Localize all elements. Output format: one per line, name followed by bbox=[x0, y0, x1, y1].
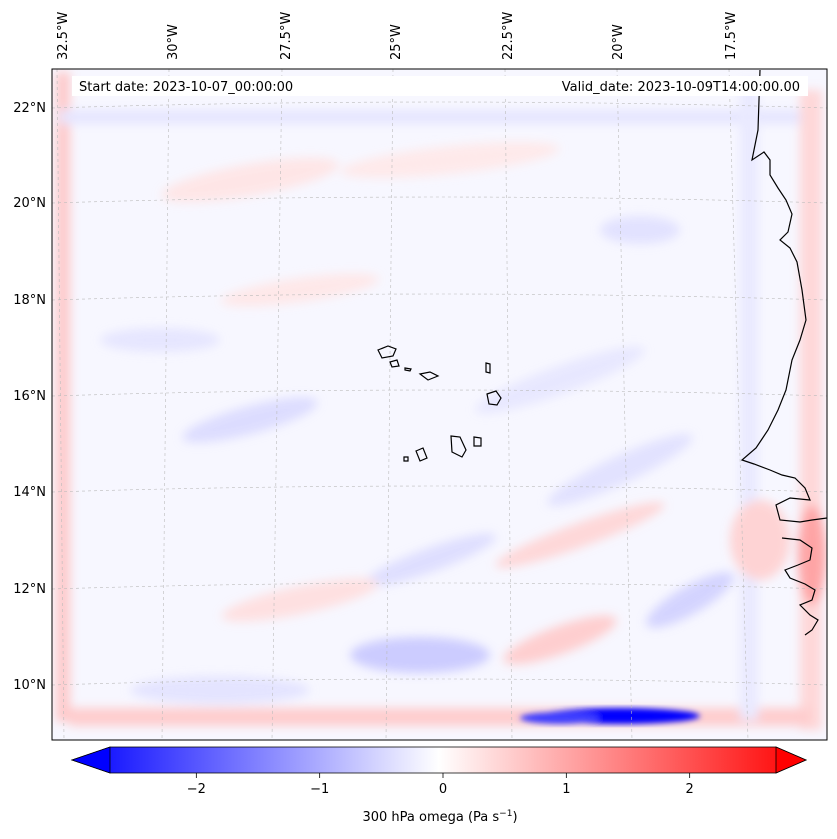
lon-label: 20°W bbox=[611, 24, 626, 60]
colorbar-tick-label: 0 bbox=[439, 782, 447, 797]
colorbar-extend-min bbox=[70, 746, 111, 774]
longitude-labels: 32.5°W 30°W 27.5°W 25°W 22.5°W 20°W 17.5… bbox=[56, 12, 739, 60]
lat-label: 16°N bbox=[13, 389, 46, 404]
lat-label: 18°N bbox=[13, 293, 46, 308]
lon-label: 30°W bbox=[166, 24, 181, 60]
omega-field bbox=[52, 69, 827, 740]
lat-label: 14°N bbox=[13, 485, 46, 500]
colorbar-label: 300 hPa omega (Pa s−1) bbox=[362, 809, 517, 825]
colorbar-extend-max bbox=[775, 746, 808, 774]
lat-label: 12°N bbox=[13, 582, 46, 597]
lat-label: 20°N bbox=[13, 196, 46, 211]
colorbar-tick-label: −2 bbox=[187, 782, 206, 797]
colorbar-tick-label: −1 bbox=[310, 782, 329, 797]
map-frame bbox=[51, 68, 828, 741]
lon-label: 25°W bbox=[389, 24, 404, 60]
lon-label: 22.5°W bbox=[501, 12, 516, 60]
colorbar-bar bbox=[70, 746, 808, 774]
header-strip bbox=[72, 76, 808, 96]
colorbar-tick-label: 2 bbox=[686, 782, 694, 797]
lon-label: 27.5°W bbox=[279, 12, 294, 60]
graticule bbox=[52, 69, 827, 740]
lat-label: 10°N bbox=[13, 678, 46, 693]
start-date-label: Start date: 2023-10-07_00:00:00 bbox=[79, 80, 293, 95]
coastline bbox=[377, 69, 827, 636]
colorbar: −2 −1 0 1 2 300 hPa omega (Pa s−1) bbox=[70, 746, 808, 825]
lat-label: 22°N bbox=[13, 101, 46, 116]
lon-label: 17.5°W bbox=[724, 12, 739, 60]
latitude-labels: 22°N 20°N 18°N 16°N 14°N 12°N 10°N bbox=[13, 101, 46, 693]
lon-label: 32.5°W bbox=[56, 12, 71, 60]
valid-date-label: Valid_date: 2023-10-09T14:00:00.00 bbox=[562, 80, 800, 95]
colorbar-ticks: −2 −1 0 1 2 bbox=[187, 773, 694, 797]
colorbar-tick-label: 1 bbox=[562, 782, 570, 797]
